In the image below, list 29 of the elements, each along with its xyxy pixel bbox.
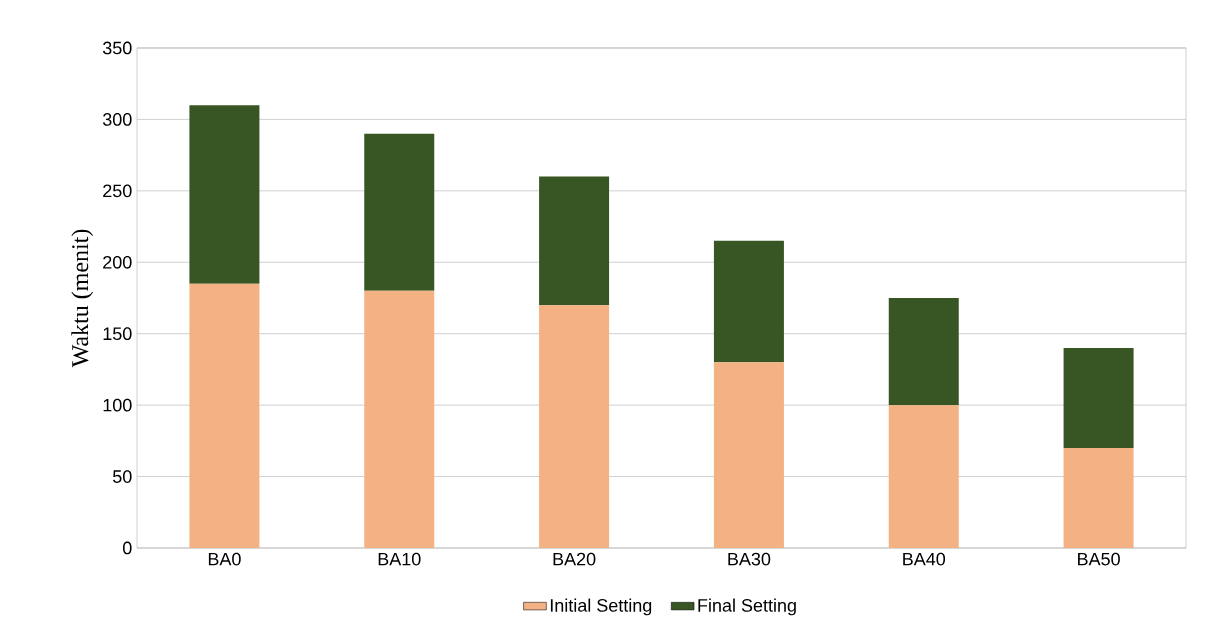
y-tick-label: 0: [123, 541, 132, 555]
y-tick-label: 50: [112, 470, 132, 483]
bar: [364, 290, 435, 548]
bar: [539, 305, 610, 548]
x-tick-label: BA30: [728, 552, 771, 566]
y-tick-label: 150: [103, 327, 132, 341]
legend-label: Final Setting: [698, 598, 796, 616]
y-tick-label: 300: [102, 113, 132, 126]
bar: [364, 133, 435, 291]
y-tick-label: 250: [103, 184, 132, 198]
legend-label: Initial Setting: [550, 598, 652, 616]
bar: [888, 405, 959, 548]
bar: [713, 240, 784, 363]
bar: [189, 105, 260, 284]
x-tick-label: BA10: [378, 552, 421, 566]
y-tick-label: 200: [103, 255, 132, 269]
bar: [713, 362, 784, 548]
bar: [1063, 447, 1134, 548]
y-axis-title: Waktu (menit): [71, 229, 94, 368]
bar: [539, 176, 610, 306]
x-tick-label: BA50: [1078, 552, 1120, 566]
x-tick-label: BA0: [208, 552, 241, 566]
y-tick-label: 100: [103, 398, 132, 412]
bar: [1063, 347, 1134, 448]
bar: [189, 283, 260, 548]
bar: [888, 297, 959, 406]
x-tick-label: BA40: [903, 552, 946, 566]
y-tick-label: 350: [102, 41, 132, 55]
x-tick-label: BA20: [553, 552, 596, 566]
